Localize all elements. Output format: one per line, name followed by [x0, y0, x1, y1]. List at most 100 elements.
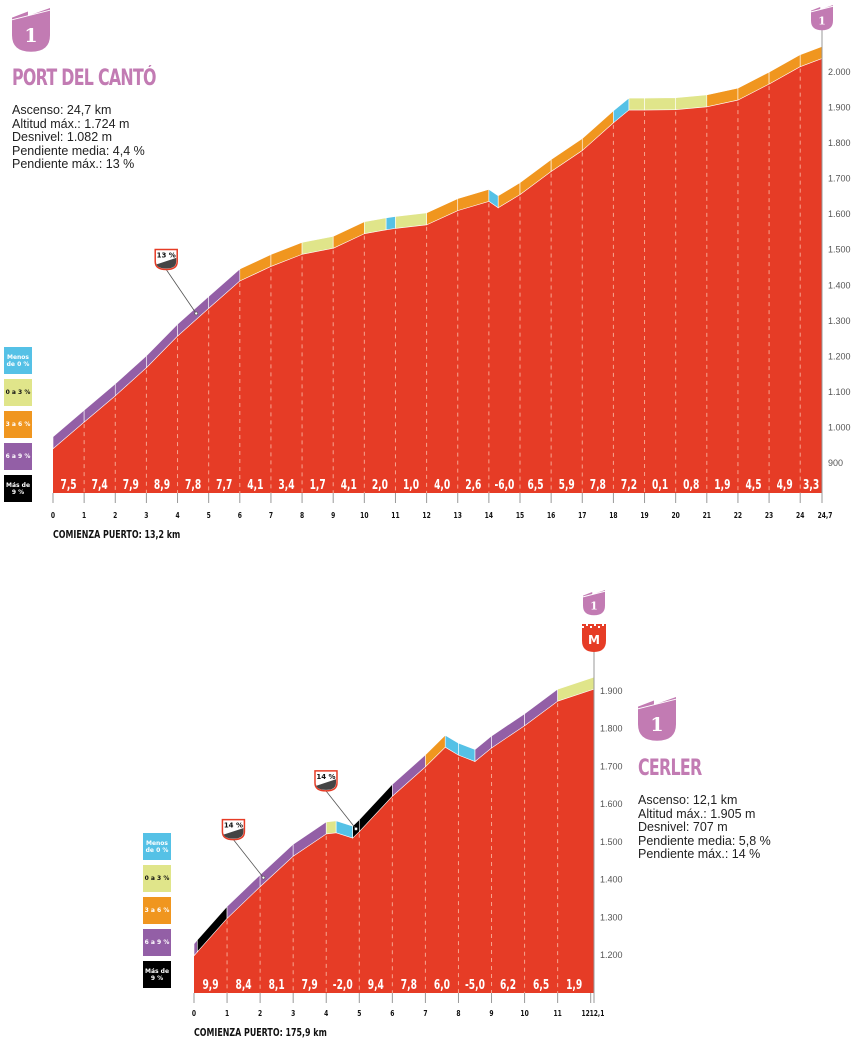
x-tick-label: 22 [734, 510, 742, 520]
y-tick-label: 1.200 [828, 351, 851, 361]
slope-band [644, 97, 676, 111]
stat-elevation-gain: Desnivel: 1.082 m [12, 130, 113, 144]
y-tick-label: 1.000 [828, 422, 851, 432]
segment-gradient-label: 7,2 [621, 477, 637, 492]
segment-gradient-label: 8,4 [236, 977, 252, 992]
segment-gradient-label: 6,5 [533, 977, 549, 992]
category-number: 1 [818, 15, 826, 28]
segment-gradient-label: 7,8 [401, 977, 417, 992]
stat-ascent: Ascenso: 24,7 km [12, 103, 112, 117]
checker-icon [582, 626, 584, 628]
segment-gradient-label: 4,5 [745, 477, 761, 492]
max-gradient-badge: 14 % [314, 770, 358, 831]
y-tick-label: 1.500 [828, 245, 851, 255]
x-tick-label: 20 [671, 510, 679, 520]
slope-band [325, 820, 337, 835]
x-tick-label: 17 [578, 510, 586, 520]
leader-line [233, 839, 264, 878]
x-tick-label: 0 [192, 1008, 196, 1018]
shield-divider [582, 590, 606, 598]
stat-avg-gradient: Pendiente media: 4,4 % [12, 143, 145, 158]
slope-band [675, 94, 708, 111]
leader-dot [261, 875, 266, 880]
y-tick-label: 2.000 [828, 67, 851, 77]
checker-icon [586, 624, 588, 626]
max-gradient-badge: 14 % [221, 818, 266, 880]
slope-wedge-icon [223, 828, 244, 839]
start-label: COMIENZA PUERTO: 175,9 km [194, 1026, 327, 1039]
x-tick-label: 3 [291, 1008, 295, 1018]
x-tick-label: 3 [144, 510, 148, 520]
x-tick-label: 6 [390, 1008, 394, 1018]
x-tick-label: 5 [207, 510, 211, 520]
gradient-badge-label: 13 % [157, 251, 176, 259]
x-tick-label: 11 [391, 510, 399, 520]
slope-band [628, 97, 645, 111]
x-tick-label: 21 [703, 510, 711, 520]
segment-gradient-label: 7,5 [61, 477, 77, 492]
y-tick-label: 1.700 [600, 761, 623, 771]
start-label: COMIENZA PUERTO: 13,2 km [53, 528, 181, 541]
y-tick-label: 1.200 [600, 950, 623, 960]
category-number: 1 [24, 25, 37, 47]
segment-gradient-label: 4,1 [247, 477, 263, 492]
stat-elevation-gain: Desnivel: 707 m [638, 820, 728, 834]
segment-gradient-label: 1,0 [403, 477, 419, 492]
slope-band [385, 216, 396, 231]
leader-dot [194, 311, 199, 316]
category-number: 1 [650, 714, 663, 736]
x-tick-label: 19 [640, 510, 648, 520]
legend-item: 0 a 3 % [4, 379, 32, 406]
y-tick-label: 1.300 [828, 316, 851, 326]
x-tick-label: 12 [582, 1008, 590, 1018]
x-tick-label: 9 [331, 510, 335, 520]
climb-stats: Ascenso: 24,7 km Altitud máx.: 1.724 m D… [12, 103, 145, 172]
segment-gradient-label: -5,0 [465, 977, 485, 992]
segment-gradient-label: 2,6 [465, 477, 481, 492]
segment-gradient-label: 9,4 [368, 977, 384, 992]
segment-gradient-label: 2,0 [372, 477, 388, 492]
x-tick-label: 18 [609, 510, 617, 520]
segment-gradient-label: 4,9 [777, 477, 793, 492]
segment-gradient-label: -6,0 [494, 477, 514, 492]
shield-divider [11, 9, 51, 21]
shield-icon [12, 8, 50, 52]
checker-icon [590, 626, 592, 628]
climb-category-badge: 1 [11, 8, 51, 52]
x-tick-label: 2 [113, 510, 117, 520]
summit-category-badge: 1 [810, 5, 834, 31]
legend-item: Más de 9 % [143, 961, 171, 988]
segment-gradient-label: 8,9 [154, 477, 170, 492]
segment-gradient-label: 7,9 [123, 477, 139, 492]
y-tick-label: 1.400 [600, 875, 623, 885]
segment-gradient-label: 3,4 [278, 477, 294, 492]
x-tick-label: 9 [489, 1008, 493, 1018]
legend-item: 3 a 6 % [4, 411, 32, 438]
finish-shield-icon [582, 624, 606, 652]
y-tick-label: 1.800 [828, 138, 851, 148]
climb-profile-cerler: 0 1 2 3 4 5 6 7 8 9 10 11 12 12,19,9 8,4 8,1 7,9 -2,0 9,4 7… [192, 590, 677, 1018]
finish-label: M [588, 633, 600, 647]
y-tick-label: 1.400 [828, 280, 851, 290]
checker-icon [594, 624, 596, 626]
segment-gradient-label: 1,7 [310, 477, 326, 492]
x-tick-label: 7 [269, 510, 273, 520]
x-tick-label: 11 [553, 1008, 561, 1018]
gradient-badge-label: 14 % [224, 822, 243, 830]
segment-gradient-label: 3,3 [803, 477, 819, 492]
x-tick-label: 1 [225, 1008, 229, 1018]
y-tick-label: 1.700 [828, 174, 851, 184]
x-tick-label: 14 [485, 510, 493, 520]
gradient-legend: Menos de 0 % 0 a 3 % 3 a 6 % 6 a 9 % Más… [143, 833, 171, 993]
stat-max-altitude: Altitud máx.: 1.905 m [638, 806, 756, 821]
segment-gradient-label: 0,8 [683, 477, 699, 492]
shield-icon [583, 590, 605, 616]
leader-line [325, 790, 357, 830]
x-tick-label: 4 [175, 510, 179, 520]
slope-wedge-icon [156, 257, 177, 269]
segment-gradient-label: 7,8 [590, 477, 606, 492]
x-tick-label: 7 [423, 1008, 427, 1018]
legend-item: Más de 9 % [4, 475, 32, 502]
segment-gradient-label: 7,7 [216, 477, 232, 492]
stat-max-gradient: Pendiente máx.: 13 % [12, 157, 135, 171]
